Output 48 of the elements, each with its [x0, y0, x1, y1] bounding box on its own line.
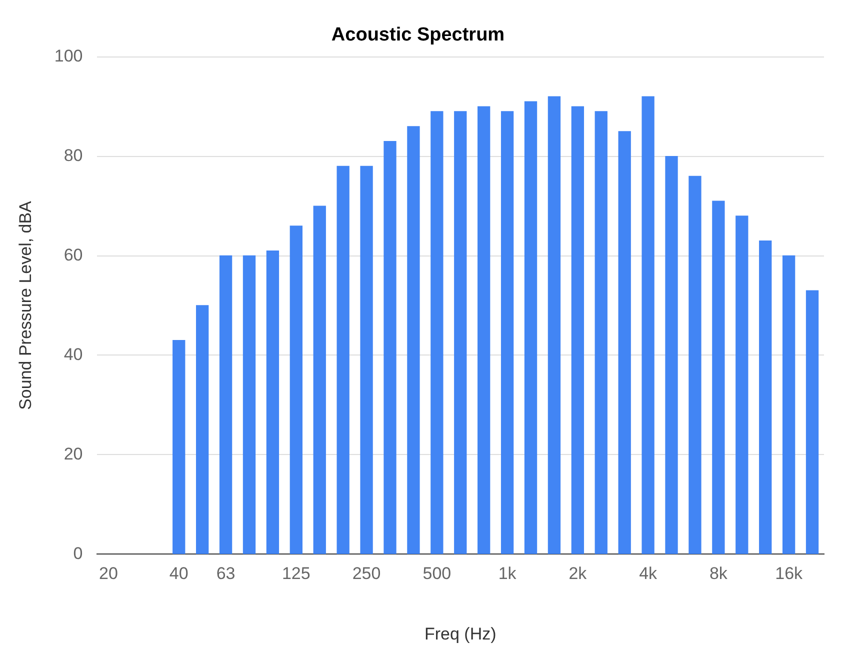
bar — [500, 111, 514, 554]
bar — [313, 206, 326, 554]
bar — [736, 216, 748, 554]
x-axis-title: Freq (Hz) — [424, 624, 496, 644]
bar — [407, 126, 420, 554]
x-tick-label: 500 — [422, 564, 452, 584]
bar — [172, 340, 186, 554]
bar — [478, 106, 490, 554]
y-tick-label: 100 — [54, 46, 83, 66]
bar — [571, 106, 584, 554]
bar — [665, 156, 678, 554]
y-tick-label: 20 — [64, 444, 83, 464]
bar — [196, 305, 209, 554]
x-tick-label: 125 — [282, 564, 310, 584]
bar — [642, 96, 654, 554]
x-tick-label: 40 — [169, 564, 188, 584]
bar — [219, 255, 232, 554]
bar — [430, 111, 444, 554]
x-tick-label: 63 — [216, 564, 236, 584]
x-tick-label: 2k — [568, 564, 588, 584]
x-tick-label: 20 — [99, 564, 118, 584]
bar — [336, 166, 350, 554]
y-tick-label: 40 — [64, 344, 83, 364]
bar — [360, 166, 373, 554]
x-tick-label: 8k — [709, 564, 728, 584]
bar — [524, 101, 538, 554]
bar — [548, 96, 561, 554]
bar — [384, 141, 396, 554]
x-tick-label: 1k — [498, 564, 517, 584]
y-tick-label: 60 — [64, 245, 83, 264]
x-tick-label: 250 — [352, 564, 381, 584]
bar — [454, 111, 467, 554]
bar — [290, 226, 302, 554]
y-tick-label: 0 — [73, 544, 83, 563]
bar — [618, 131, 631, 554]
bar — [242, 255, 256, 554]
bar — [266, 250, 280, 554]
bar — [688, 176, 702, 554]
bar — [806, 290, 819, 554]
x-tick-label: 16k — [775, 564, 804, 584]
bar — [712, 200, 725, 554]
bar — [594, 111, 608, 554]
y-axis-title: Sound Pressure Level, dBA — [16, 200, 35, 410]
bar — [782, 255, 796, 554]
y-tick-label: 80 — [64, 146, 83, 165]
bar — [759, 240, 772, 554]
x-tick-label: 4k — [639, 564, 658, 584]
chart-title: Acoustic Spectrum — [331, 24, 505, 46]
